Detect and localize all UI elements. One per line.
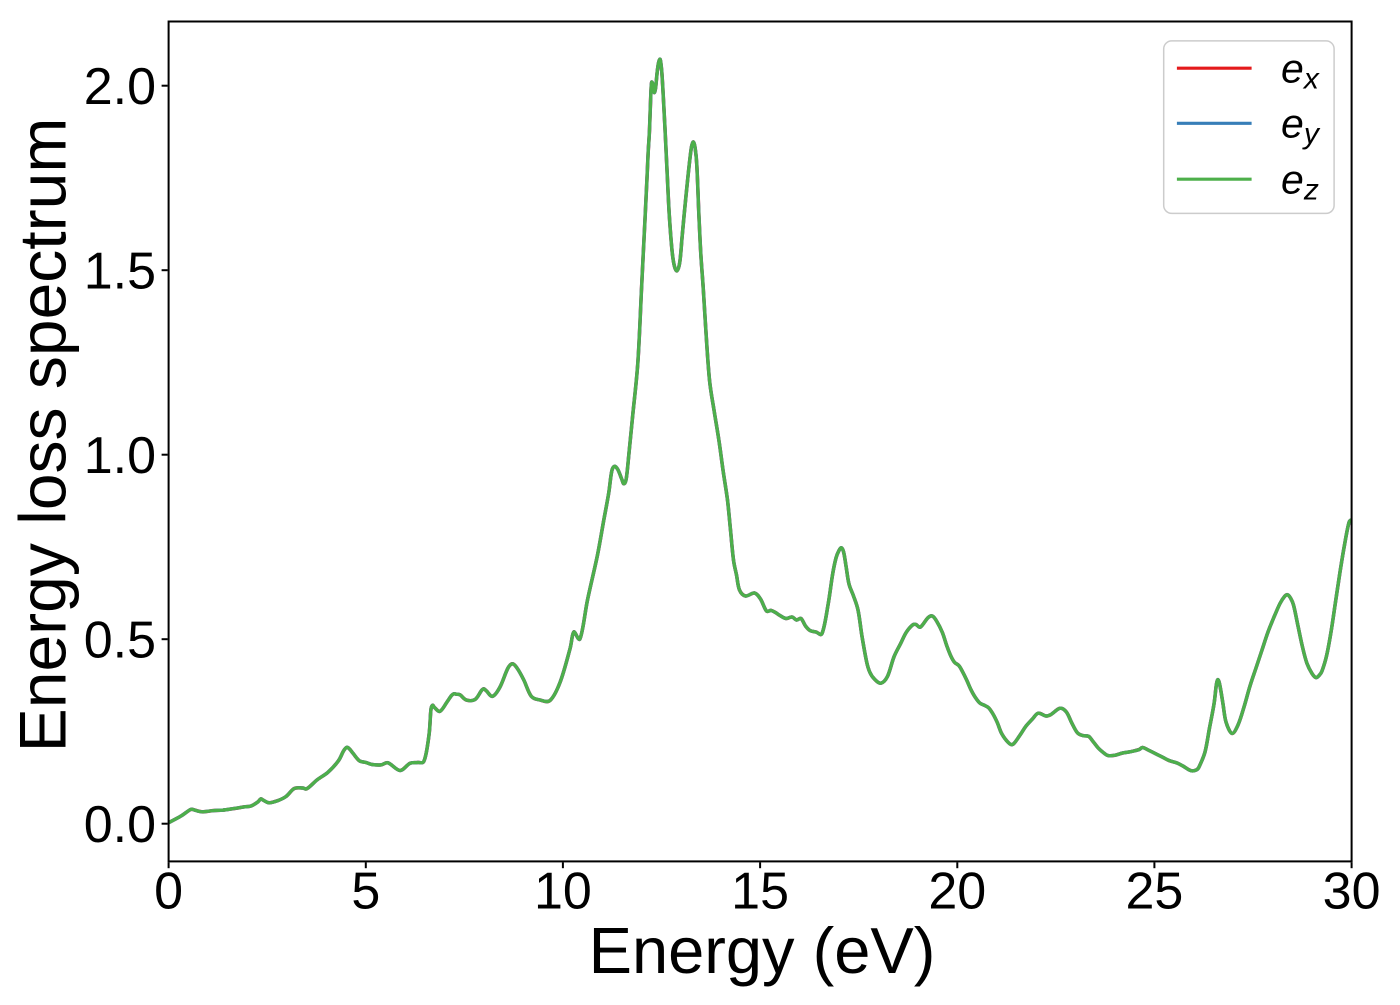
svg-text:Energy (eV): Energy (eV) xyxy=(589,914,936,987)
svg-text:2.0: 2.0 xyxy=(84,58,156,116)
svg-text:0.5: 0.5 xyxy=(84,612,156,670)
svg-text:0.0: 0.0 xyxy=(84,796,156,854)
svg-text:20: 20 xyxy=(928,863,986,921)
svg-text:1.5: 1.5 xyxy=(84,243,156,301)
svg-text:15: 15 xyxy=(731,863,789,921)
svg-text:1.0: 1.0 xyxy=(84,427,156,485)
svg-text:10: 10 xyxy=(534,863,592,921)
svg-text:5: 5 xyxy=(351,863,380,921)
svg-text:25: 25 xyxy=(1125,863,1183,921)
svg-text:30: 30 xyxy=(1323,863,1381,921)
svg-text:Energy loss spectrum: Energy loss spectrum xyxy=(6,118,80,753)
svg-text:0: 0 xyxy=(154,863,183,921)
